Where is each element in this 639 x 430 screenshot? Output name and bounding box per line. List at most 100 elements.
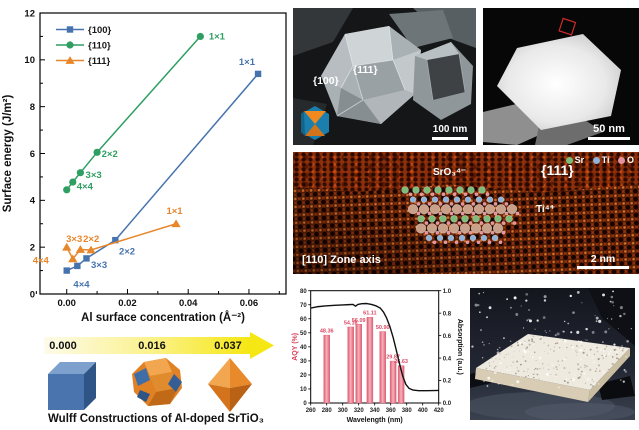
svg-text:12: 12 (24, 8, 35, 19)
photocatalyst-photo-graphic (470, 288, 635, 420)
atomic-model-overlay (401, 186, 520, 245)
svg-text:300: 300 (338, 408, 349, 414)
svg-text:0.00: 0.00 (57, 298, 76, 309)
scale-bar-2nm: 2 nm (577, 253, 629, 269)
svg-text:10: 10 (24, 55, 35, 66)
svg-text:Wavelength (nm): Wavelength (nm) (347, 417, 403, 424)
svg-text:29.87: 29.87 (386, 355, 400, 361)
svg-text:Surface energy (J/m²): Surface energy (J/m²) (2, 95, 14, 213)
svg-text:0.8: 0.8 (443, 311, 452, 317)
stem-image-panel: 50 nm (483, 8, 639, 145)
sem-image-panel: {100} {111} 100 nm (293, 8, 476, 145)
truncated-polyhedron-icon (132, 358, 182, 406)
ti-atom-icon (592, 157, 600, 164)
svg-text:1×1: 1×1 (209, 32, 226, 43)
svg-text:2×2: 2×2 (83, 234, 99, 245)
stem-image-graphic (483, 8, 639, 145)
crystal-model-icon (301, 106, 329, 140)
svg-text:8: 8 (30, 102, 35, 113)
sem-image-graphic (293, 8, 476, 145)
svg-text:61.11: 61.11 (363, 311, 376, 317)
svg-text:50: 50 (300, 331, 307, 337)
sr-atom-icon (565, 157, 573, 164)
svg-text:56.09: 56.09 (352, 318, 366, 324)
svg-text:4×4: 4×4 (33, 255, 50, 266)
hrtem-amorphous-layer (293, 152, 639, 193)
svg-text:2×2: 2×2 (119, 246, 135, 257)
svg-text:0: 0 (30, 289, 35, 300)
sr-legend-label: Sr (574, 155, 585, 165)
svg-text:0.02: 0.02 (118, 298, 137, 309)
wulff-constructions-graphic (44, 332, 274, 412)
svg-text:3×3: 3×3 (86, 170, 102, 181)
svg-text:6: 6 (30, 149, 35, 160)
svg-text:48.36: 48.36 (320, 329, 334, 335)
photocatalyst-photo-panel (470, 288, 635, 420)
svg-text:280: 280 (322, 408, 333, 414)
o-legend-label: O (626, 155, 634, 165)
svg-text:70: 70 (300, 303, 307, 309)
svg-text:2: 2 (30, 242, 35, 253)
svg-text:0.2: 0.2 (443, 379, 452, 385)
svg-text:1×1: 1×1 (239, 57, 256, 68)
aqy-chart-panel: 48.36 54.16 56.09 61.11 50.90 29.87 26.63 0 10 20… (291, 288, 469, 428)
o-atom-icon (617, 157, 625, 164)
svg-text:{110}: {110} (88, 41, 111, 52)
svg-text:54.16: 54.16 (344, 320, 358, 326)
svg-text:0.06: 0.06 (240, 298, 259, 309)
wulff-panel: 0.000 0.016 0.037 Wulff Constructions of… (20, 332, 292, 430)
svg-text:400: 400 (418, 408, 429, 414)
surface-energy-chart-panel: 0 2 4 6 8 10 12 0.00 0.02 0.04 0.06 Al surface conc… (0, 0, 292, 330)
svg-text:{100}: {100} (88, 25, 112, 36)
concentration-value-3: 0.037 (214, 340, 242, 352)
svg-text:Al surface concentration (Å⁻²): Al surface concentration (Å⁻²) (81, 311, 245, 324)
svg-text:0.0: 0.0 (443, 401, 452, 407)
svg-text:1.0: 1.0 (443, 289, 452, 295)
ti-ion-label: Ti⁴⁺ (536, 204, 555, 215)
surface-species-label: SrO₃⁴⁻ (433, 167, 467, 178)
zone-axis-label: [110] Zone axis (302, 254, 381, 266)
svg-text:260: 260 (306, 408, 317, 414)
svg-text:{111}: {111} (88, 56, 110, 67)
svg-text:2×2: 2×2 (102, 149, 118, 160)
svg-text:340: 340 (370, 408, 381, 414)
facet-label-100: {100} (313, 75, 339, 87)
wulff-caption: Wulff Constructions of Al-doped SrTiO₃ (48, 413, 264, 425)
concentration-value-2: 0.016 (138, 340, 166, 352)
atom-legend: Sr Ti O (560, 156, 634, 165)
scale-bar-50nm: 50 nm (588, 124, 630, 140)
surface-energy-chart: 0 2 4 6 8 10 12 0.00 0.02 0.04 0.06 Al surface conc… (2, 8, 287, 324)
facet-label-111: {111} (353, 64, 378, 76)
ti-legend-label: Ti (601, 155, 610, 165)
svg-text:Absorption (a.u.): Absorption (a.u.) (456, 319, 463, 375)
scale-bar-100nm: 100 nm (432, 125, 468, 140)
yellow-gradient-arrow-icon (44, 332, 274, 359)
svg-text:60: 60 (300, 317, 307, 323)
svg-text:80: 80 (300, 289, 307, 295)
svg-text:3×3: 3×3 (91, 260, 107, 271)
svg-text:320: 320 (354, 408, 365, 414)
svg-text:380: 380 (402, 408, 413, 414)
svg-text:20: 20 (300, 373, 307, 379)
hrtem-panel: SrO₃⁴⁻ {111} Ti⁴⁺ [110] Zone axis Sr Ti … (293, 152, 639, 274)
svg-text:26.63: 26.63 (394, 359, 408, 365)
svg-text:4: 4 (30, 196, 36, 207)
svg-text:1×1: 1×1 (166, 206, 183, 217)
svg-text:3×3: 3×3 (66, 234, 82, 245)
svg-text:50.90: 50.90 (376, 325, 390, 331)
svg-text:420: 420 (434, 408, 445, 414)
svg-text:AQY (%): AQY (%) (292, 333, 299, 361)
svg-text:360: 360 (386, 408, 397, 414)
svg-text:4×4: 4×4 (77, 182, 94, 193)
concentration-value-1: 0.000 (49, 340, 77, 352)
svg-text:0: 0 (303, 401, 307, 407)
svg-text:0.6: 0.6 (443, 334, 452, 340)
cube-shape-icon (48, 362, 96, 410)
svg-text:30: 30 (300, 359, 307, 365)
svg-text:4×4: 4×4 (73, 279, 90, 290)
octahedron-shape-icon (208, 358, 252, 412)
svg-text:0.4: 0.4 (443, 356, 452, 362)
svg-text:0.04: 0.04 (179, 298, 198, 309)
